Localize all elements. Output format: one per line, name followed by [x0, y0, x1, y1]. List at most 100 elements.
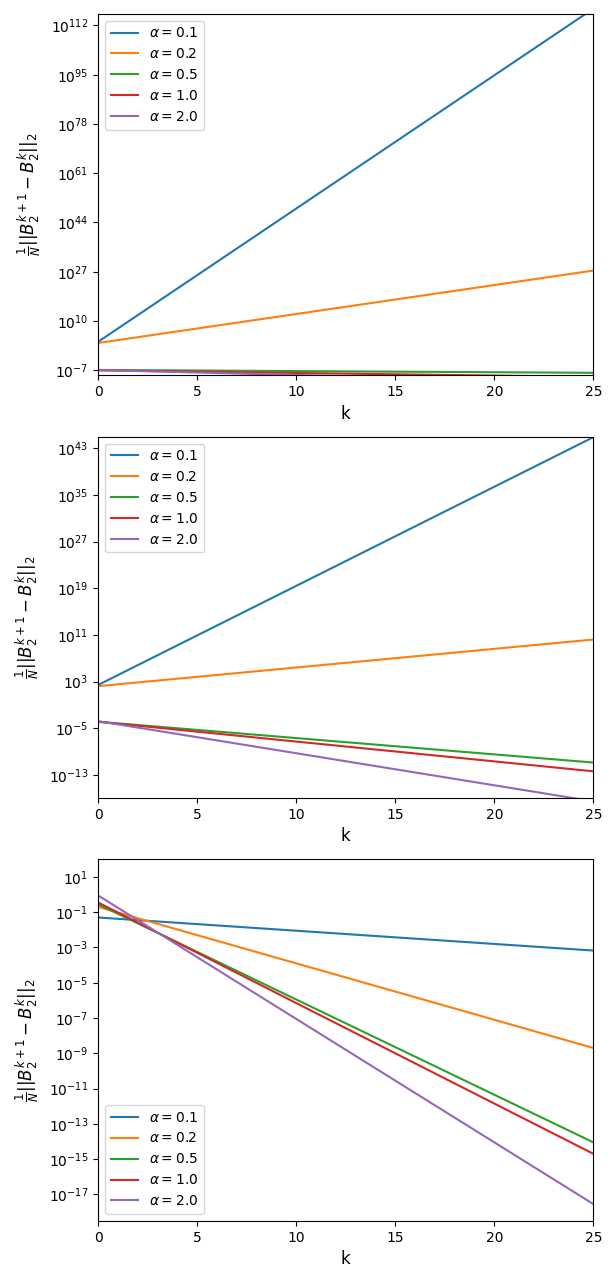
$\alpha = 0.2$	[114, 677, 121, 692]
$\alpha = 0.5$	[293, 363, 300, 378]
$\alpha = 0.1$	[371, 147, 379, 163]
$\alpha = 0.2$	[570, 633, 577, 649]
$\alpha = 0.1$	[253, 920, 261, 936]
$\alpha = 2.0$	[371, 1060, 379, 1076]
$\alpha = 0.1$	[471, 488, 478, 504]
$\alpha = 0.5$	[392, 738, 399, 754]
$\alpha = 0.5$	[352, 364, 359, 379]
$\alpha = 0.5$	[392, 364, 399, 379]
$\alpha = 0.5$	[154, 719, 161, 735]
Line: $\alpha = 0.2$: $\alpha = 0.2$	[98, 271, 593, 344]
$\alpha = 2.0$	[352, 755, 359, 770]
$\alpha = 0.1$	[530, 41, 538, 56]
$\alpha = 0.1$	[392, 135, 399, 150]
$\alpha = 0.2$	[154, 327, 161, 342]
$\alpha = 1.0$	[193, 945, 201, 960]
$\alpha = 0.1$	[193, 628, 201, 644]
$\alpha = 0.1$	[213, 918, 221, 933]
$\alpha = 2.0$	[134, 913, 142, 928]
$\alpha = 0.2$	[253, 312, 261, 327]
$\alpha = 0.5$	[371, 1029, 379, 1045]
$\alpha = 0.1$	[590, 1, 597, 17]
$\alpha = 0.2$	[94, 678, 102, 694]
$\alpha = 0.5$	[312, 732, 320, 747]
$\alpha = 0.2$	[213, 668, 221, 683]
$\alpha = 1.0$	[431, 1065, 439, 1081]
$\alpha = 0.1$	[273, 214, 280, 229]
$\alpha = 2.0$	[431, 768, 439, 783]
$\alpha = 0.2$	[530, 637, 538, 653]
$\alpha = 1.0$	[590, 764, 597, 779]
Y-axis label: $\frac{1}{N}||B_2^{k+1} - B_2^k||_2$: $\frac{1}{N}||B_2^{k+1} - B_2^k||_2$	[16, 133, 44, 256]
$\alpha = 2.0$	[550, 1172, 557, 1187]
$\alpha = 1.0$	[530, 758, 538, 773]
$\alpha = 2.0$	[213, 962, 221, 977]
$\alpha = 0.2$	[530, 1023, 538, 1038]
$\alpha = 0.2$	[94, 336, 102, 351]
$\alpha = 0.2$	[471, 1006, 478, 1022]
$\alpha = 2.0$	[293, 1011, 300, 1027]
$\alpha = 1.0$	[253, 729, 261, 745]
$\alpha = 0.5$	[590, 1135, 597, 1150]
$\alpha = 0.5$	[371, 737, 379, 753]
$\alpha = 2.0$	[431, 1097, 439, 1113]
$\alpha = 0.1$	[114, 320, 121, 336]
$\alpha = 0.1$	[431, 108, 439, 123]
$\alpha = 0.5$	[471, 364, 478, 379]
$\alpha = 0.2$	[174, 323, 181, 338]
$\alpha = 2.0$	[511, 373, 518, 388]
$\alpha = 0.5$	[371, 364, 379, 379]
$\alpha = 0.2$	[550, 269, 557, 285]
$\alpha = 2.0$	[352, 1049, 359, 1064]
$\alpha = 2.0$	[134, 720, 142, 736]
$\alpha = 2.0$	[371, 369, 379, 385]
$\alpha = 2.0$	[550, 787, 557, 803]
$\alpha = 0.2$	[471, 644, 478, 659]
Line: $\alpha = 0.1$: $\alpha = 0.1$	[98, 9, 593, 342]
$\alpha = 0.5$	[451, 1068, 458, 1083]
$\alpha = 1.0$	[392, 744, 399, 759]
$\alpha = 0.2$	[511, 640, 518, 655]
Line: $\alpha = 1.0$: $\alpha = 1.0$	[98, 370, 593, 377]
$\alpha = 0.5$	[213, 954, 221, 969]
$\alpha = 1.0$	[392, 1046, 399, 1061]
$\alpha = 0.2$	[253, 664, 261, 679]
$\alpha = 0.5$	[352, 1020, 359, 1036]
$\alpha = 0.5$	[411, 1049, 419, 1064]
X-axis label: k: k	[341, 1250, 351, 1268]
$\alpha = 0.2$	[293, 955, 300, 970]
$\alpha = 1.0$	[511, 1106, 518, 1122]
$\alpha = 0.2$	[431, 286, 439, 301]
$\alpha = 0.2$	[530, 272, 538, 287]
$\alpha = 1.0$	[371, 1036, 379, 1051]
$\alpha = 0.5$	[312, 364, 320, 379]
$\alpha = 0.1$	[371, 928, 379, 944]
$\alpha = 0.5$	[490, 364, 498, 379]
$\alpha = 1.0$	[451, 1076, 458, 1091]
$\alpha = 1.0$	[174, 364, 181, 379]
$\alpha = 0.2$	[332, 656, 339, 672]
$\alpha = 0.5$	[233, 726, 240, 741]
$\alpha = 1.0$	[293, 995, 300, 1010]
$\alpha = 0.2$	[451, 1001, 458, 1017]
$\alpha = 0.1$	[293, 923, 300, 938]
$\alpha = 2.0$	[253, 367, 261, 382]
$\alpha = 0.1$	[352, 549, 359, 564]
$\alpha = 2.0$	[193, 950, 201, 965]
$\alpha = 0.1$	[392, 528, 399, 544]
$\alpha = 0.5$	[490, 746, 498, 762]
$\alpha = 0.5$	[293, 992, 300, 1008]
$\alpha = 0.1$	[352, 927, 359, 942]
$\alpha = 0.2$	[134, 674, 142, 690]
$\alpha = 0.2$	[371, 978, 379, 994]
$\alpha = 0.5$	[193, 722, 201, 737]
$\alpha = 0.1$	[253, 227, 261, 242]
$\alpha = 2.0$	[411, 370, 419, 386]
$\alpha = 0.2$	[352, 654, 359, 669]
$\alpha = 1.0$	[253, 365, 261, 381]
$\alpha = 1.0$	[332, 365, 339, 381]
$\alpha = 0.5$	[530, 750, 538, 765]
$\alpha = 0.1$	[490, 479, 498, 495]
$\alpha = 0.2$	[490, 1011, 498, 1027]
$\alpha = 1.0$	[233, 728, 240, 744]
